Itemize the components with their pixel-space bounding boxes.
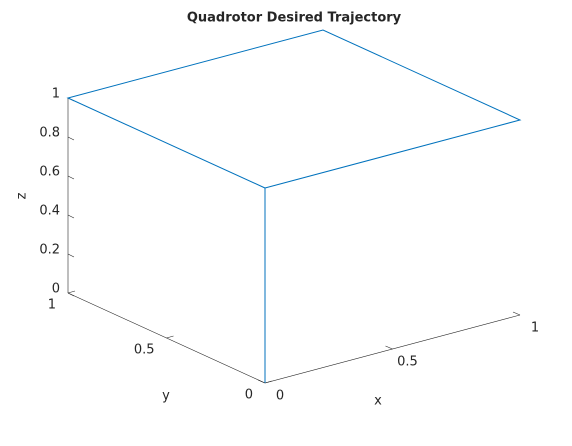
x-tick bbox=[512, 311, 521, 316]
z-axis-label: z bbox=[15, 192, 30, 199]
z-tick-label: 0 bbox=[52, 282, 60, 297]
z-tick-label: 1 bbox=[52, 87, 60, 102]
x-tick-label: 0 bbox=[276, 389, 284, 404]
x-axis-label: x bbox=[374, 394, 382, 409]
y-tick-label: 0 bbox=[245, 388, 253, 403]
y-tick-label: 0.5 bbox=[134, 343, 155, 358]
y-tick bbox=[67, 290, 76, 294]
y-tick bbox=[166, 335, 174, 339]
x-tick-label: 0.5 bbox=[397, 355, 418, 370]
z-tick bbox=[67, 175, 75, 180]
z-tick bbox=[67, 136, 75, 141]
y-tick bbox=[264, 380, 273, 384]
z-tick bbox=[67, 214, 75, 219]
chart-title: Quadrotor Desired Trajectory bbox=[187, 11, 402, 26]
z-tick bbox=[67, 292, 75, 297]
z-tick-label: 0.4 bbox=[39, 204, 60, 219]
z-tick bbox=[67, 253, 75, 258]
y-tick-label: 1 bbox=[48, 298, 56, 313]
z-tick-label: 0.2 bbox=[39, 243, 60, 258]
trajectory bbox=[66, 29, 522, 383]
z-tick-label: 0.8 bbox=[39, 126, 60, 141]
x-tick bbox=[385, 345, 393, 350]
x-tick-label: 1 bbox=[531, 321, 539, 336]
z-tick-label: 0.6 bbox=[39, 165, 60, 180]
y-axis-label: y bbox=[162, 389, 170, 404]
x-tick bbox=[257, 379, 266, 384]
